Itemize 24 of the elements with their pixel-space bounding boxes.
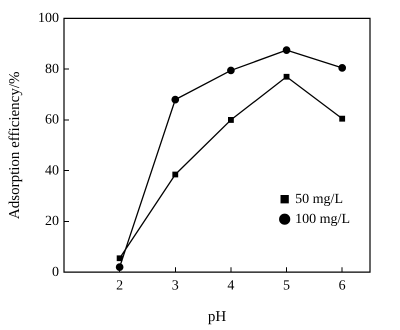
y-tick-label: 100 <box>38 11 59 26</box>
y-tick-label: 40 <box>45 163 59 178</box>
y-tick-label: 20 <box>45 214 59 230</box>
y-tick-label: 80 <box>45 62 59 77</box>
x-tick-label: 2 <box>116 278 124 294</box>
y-tick-label: 0 <box>52 264 59 280</box>
y-axis-title: Adsorption efficiency/% <box>6 71 23 220</box>
point <box>338 64 346 72</box>
x-tick-label: 5 <box>283 278 290 294</box>
y-tick-label: 60 <box>45 112 59 128</box>
x-tick-label: 4 <box>227 278 234 294</box>
point <box>339 116 346 122</box>
legend-label: 50 mg/L <box>295 192 344 207</box>
x-tick-label: 6 <box>338 278 346 294</box>
point <box>172 172 178 178</box>
point <box>171 96 180 104</box>
x-axis-title: pH <box>208 308 226 325</box>
point <box>116 255 123 262</box>
point <box>228 117 234 123</box>
x-tick-label: 3 <box>172 278 179 294</box>
legend-label: 100 mg/L <box>295 212 350 227</box>
point <box>284 74 290 80</box>
point <box>227 66 235 74</box>
point <box>282 46 290 54</box>
